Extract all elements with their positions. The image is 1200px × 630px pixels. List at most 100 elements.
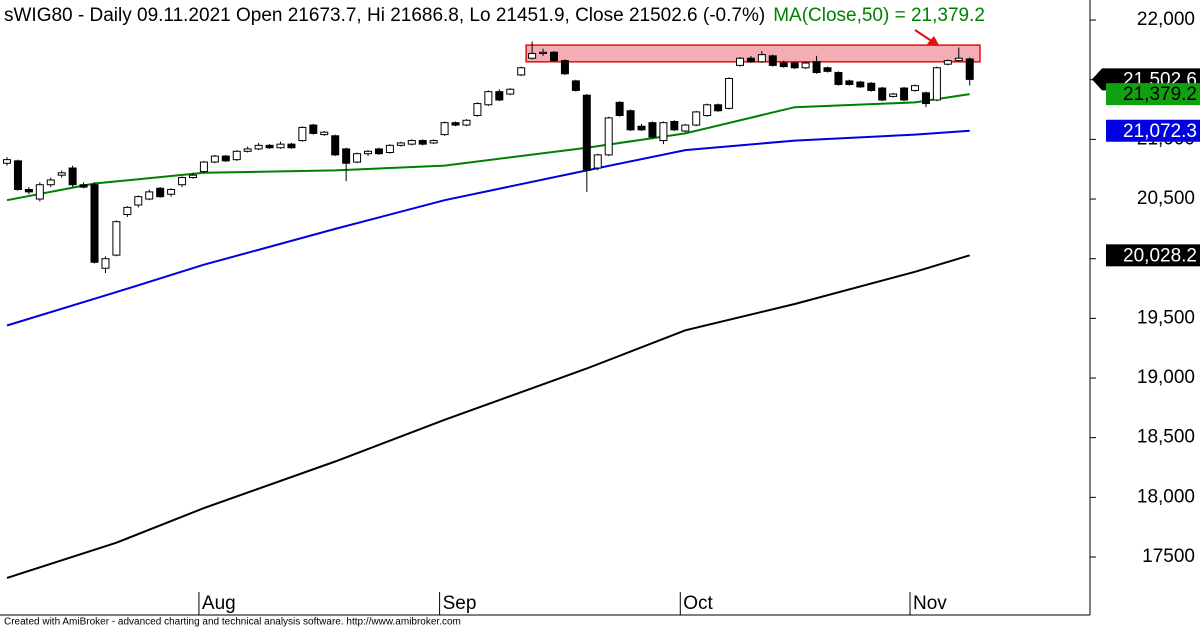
candle-body	[528, 52, 537, 59]
candle-body	[965, 58, 974, 80]
candle-body	[681, 124, 690, 132]
candle-body	[440, 122, 449, 136]
ma-line	[6, 129, 970, 327]
candle-body	[714, 104, 723, 112]
candle-body	[90, 184, 99, 263]
candle-body	[604, 117, 613, 156]
candle-body	[637, 125, 646, 131]
candle-body	[123, 206, 132, 216]
candle-body	[626, 110, 635, 131]
footer: Created with AmiBroker - advanced charti…	[4, 617, 461, 628]
candle-body	[407, 140, 416, 145]
candle-body	[812, 61, 821, 74]
candle-body	[298, 126, 307, 142]
candle-body	[932, 67, 941, 101]
candle-body	[593, 154, 602, 169]
candle-body	[364, 150, 373, 155]
candle-body	[178, 177, 187, 186]
ma-value-label: 21,379.2	[1123, 84, 1197, 105]
ma-label: MA(Close,50) = 21,379.2	[773, 5, 985, 26]
candle-body	[3, 159, 11, 164]
candle-body	[462, 119, 471, 126]
candle-body	[232, 150, 241, 161]
annotation-arrowhead	[927, 36, 940, 47]
candle-body	[550, 51, 558, 62]
candle-body	[779, 62, 788, 68]
candle-body	[309, 124, 318, 134]
y-tick-label: 22,000	[1137, 9, 1195, 30]
candle-body	[374, 148, 383, 155]
candle-body	[801, 62, 810, 69]
candle-body	[856, 81, 865, 88]
candle-body	[790, 62, 799, 69]
candle-body	[582, 94, 591, 171]
chart-title: sWIG80 - Daily 09.11.2021 Open 21673.7, …	[4, 5, 765, 26]
y-tick-label: 20,500	[1137, 188, 1195, 209]
title-group: sWIG80 - Daily 09.11.2021 Open 21673.7, …	[4, 5, 985, 26]
y-tick-label: 19,000	[1137, 367, 1195, 388]
candle-body	[331, 135, 340, 156]
candle-body	[320, 131, 329, 136]
candle-body	[57, 172, 66, 176]
candle-body	[539, 51, 548, 54]
candle-body	[845, 80, 854, 85]
candle-body	[703, 104, 712, 117]
ma-line	[6, 93, 970, 202]
candle-body	[429, 140, 438, 144]
candle-body	[451, 122, 460, 126]
y-tick-label: 18,000	[1137, 486, 1195, 507]
candle-body	[265, 144, 274, 149]
candle-body	[659, 122, 668, 142]
candle-body	[13, 160, 22, 190]
candle-body	[35, 184, 44, 200]
candle-body	[46, 179, 55, 186]
candle-body	[615, 101, 624, 117]
candle-body	[221, 155, 230, 162]
candle-body	[243, 148, 252, 152]
candle-body	[746, 57, 755, 63]
x-tick-label: Aug	[202, 593, 236, 614]
candle-body	[506, 88, 515, 95]
candle-body	[921, 92, 930, 105]
x-tick-label: Nov	[913, 593, 947, 614]
candle-body	[156, 187, 165, 198]
candle-body	[112, 221, 121, 256]
candle-body	[210, 155, 219, 163]
candle-body	[199, 161, 208, 173]
ma-value-label: 21,072.3	[1123, 121, 1197, 142]
candle-body	[571, 80, 580, 91]
ma-value-label: 20,028.2	[1123, 245, 1197, 266]
candle-body	[768, 55, 777, 66]
candle-body	[79, 184, 88, 188]
candle-body	[68, 167, 77, 186]
candle-body	[911, 85, 920, 91]
candle-body	[517, 67, 526, 76]
candle-body	[276, 143, 285, 149]
candle-body	[188, 174, 197, 179]
ma-line	[6, 254, 970, 579]
candle-body	[287, 143, 296, 149]
candle-body	[692, 111, 701, 126]
candle-body	[943, 60, 952, 65]
candle-body	[484, 91, 493, 106]
candle-body	[560, 60, 569, 75]
candle-body	[134, 196, 143, 206]
candle-body	[670, 120, 679, 131]
ma-value-label-box	[1106, 119, 1200, 142]
y-tick-label: 17500	[1142, 546, 1195, 567]
y-tick-label: 19,500	[1137, 307, 1195, 328]
candle-body	[900, 87, 909, 101]
candle-body	[396, 142, 405, 146]
candle-body	[385, 144, 394, 153]
candle-body	[24, 188, 33, 193]
y-tick-label: 18,500	[1137, 427, 1195, 448]
candle-body	[473, 103, 482, 117]
candle-body	[353, 153, 362, 163]
candle-body	[418, 140, 427, 145]
candle-body	[495, 91, 504, 101]
candle-body	[889, 93, 898, 97]
x-tick-label: Oct	[683, 593, 713, 614]
candle-body	[342, 148, 351, 164]
